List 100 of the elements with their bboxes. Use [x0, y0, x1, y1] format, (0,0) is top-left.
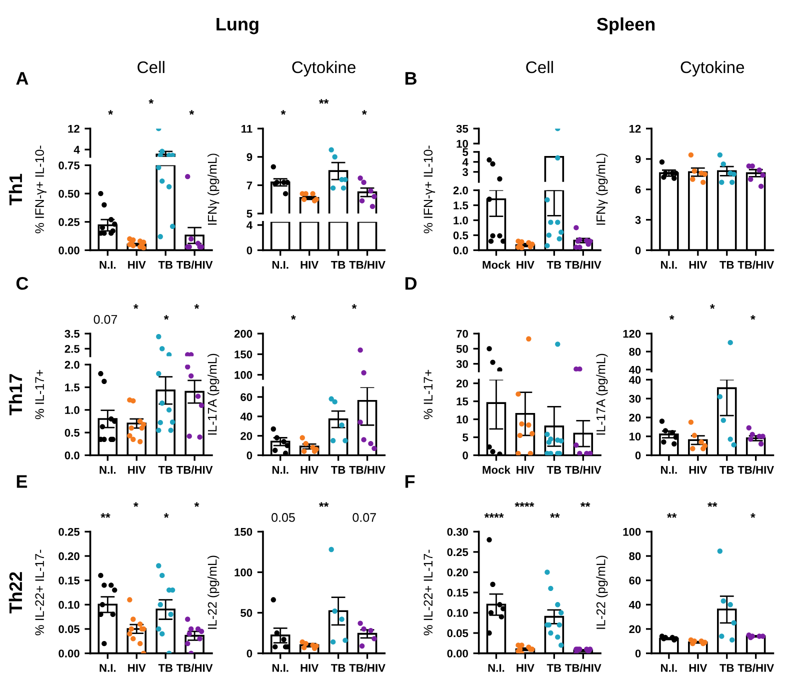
- y-tick-label: 150: [234, 528, 252, 536]
- text: **: [667, 513, 677, 518]
- y-tick-label: 80: [629, 552, 641, 560]
- y-tick-label: 10: [456, 140, 468, 148]
- text: Th1: [8, 174, 22, 206]
- y-tick-label: 3.5: [64, 330, 80, 338]
- y-tick-label: 30: [456, 360, 468, 368]
- y-axis-title: % IL-22+ IL-17-: [35, 550, 44, 636]
- y-tick-label: 0.10: [447, 609, 468, 617]
- text: *: [352, 304, 357, 309]
- x-tick-label: TB/HIV: [176, 466, 213, 474]
- y-tick-label: 1.0: [65, 406, 80, 414]
- y-tick-label: 20: [456, 380, 468, 388]
- text: Spleen: [596, 17, 655, 34]
- text: Th22: [8, 572, 22, 614]
- chart-title: Cytokine: [680, 60, 744, 76]
- y-tick-label: 120: [623, 330, 641, 338]
- text: *: [148, 99, 154, 104]
- y-tick-label: 5: [462, 148, 468, 156]
- y-tick-label: 0.10: [58, 600, 80, 609]
- x-tick-label: TB: [720, 466, 734, 474]
- text: **: [318, 99, 329, 104]
- y-tick-label: 10: [629, 432, 641, 440]
- y-tick-label: 2.0: [453, 186, 468, 194]
- y-tick-label: 200: [234, 330, 252, 338]
- text: *: [291, 315, 296, 320]
- text: *: [108, 110, 113, 115]
- y-tick-label: 60: [240, 393, 252, 402]
- y-tick-label: 15: [456, 398, 468, 406]
- x-tick-label: TB/HIV: [738, 466, 774, 474]
- y-tick-label: 2.0: [64, 360, 80, 369]
- y-tick-label: 0.00: [58, 246, 80, 254]
- y-tick-label: 30: [629, 394, 641, 403]
- x-tick-label: TB: [546, 261, 562, 269]
- y-tick-label: 0: [246, 451, 252, 460]
- y-axis-title: % IL-17+: [424, 370, 433, 420]
- y-tick-label: 0.5: [453, 231, 468, 240]
- y-tick-label: 100: [623, 528, 641, 536]
- y-tick-label: 60: [629, 576, 641, 584]
- x-tick-label: N.I.: [661, 664, 677, 672]
- y-tick-label: 0.00: [58, 650, 80, 658]
- y-tick-label: 4: [74, 146, 80, 154]
- x-tick-label: HIV: [128, 261, 146, 269]
- y-tick-label: 0.05: [58, 625, 80, 634]
- text: *: [194, 304, 200, 309]
- chart-title: Cell: [526, 60, 553, 74]
- y-axis-title: % IL-22+ IL-17-: [424, 550, 433, 636]
- y-tick-label: 5: [462, 434, 468, 442]
- y-tick-label: 0.00: [447, 650, 468, 658]
- text: *: [134, 502, 138, 507]
- y-tick-label: 20: [629, 625, 641, 634]
- y-tick-label: 0.20: [58, 552, 80, 560]
- x-tick-label: N.I.: [100, 261, 116, 269]
- y-tick-label: 0: [462, 451, 468, 460]
- text: **: [550, 513, 560, 518]
- y-axis-title: % IFN-γ+ IL-10-: [35, 146, 46, 234]
- x-tick-label: TB: [331, 466, 346, 474]
- y-axis-title: IL-17A (pg/mL): [208, 354, 220, 435]
- y-tick-label: 40: [628, 366, 641, 374]
- y-tick-label: 20: [240, 432, 252, 440]
- y-tick-label: 4: [462, 158, 468, 166]
- x-tick-label: Mock: [482, 466, 510, 474]
- x-tick-label: HIV: [689, 664, 708, 672]
- chart-title: Cytokine: [292, 60, 356, 76]
- y-axis-title: IL-22 (pg/mL): [596, 556, 608, 629]
- text: B: [405, 72, 416, 85]
- y-tick-label: 0: [635, 451, 641, 460]
- x-tick-label: TB: [546, 664, 562, 672]
- text: 0.05: [272, 513, 295, 522]
- text: *: [134, 304, 138, 309]
- text: *: [164, 513, 169, 518]
- chart-title: Cell: [138, 60, 164, 74]
- text: ****: [514, 502, 534, 507]
- y-tick-label: 80: [629, 348, 641, 356]
- text: *: [710, 304, 715, 309]
- x-tick-label: TB/HIV: [565, 466, 602, 474]
- y-tick-label: 3: [635, 216, 641, 224]
- y-tick-label: 0.20: [447, 568, 468, 576]
- x-tick-label: TB/HIV: [738, 260, 774, 269]
- y-tick-label: 50: [456, 344, 468, 353]
- x-tick-label: TB: [331, 261, 346, 269]
- x-tick-label: N.I.: [272, 261, 288, 269]
- y-axis-title: % IL-17+: [35, 370, 44, 420]
- x-tick-label: N.I.: [100, 664, 116, 672]
- x-tick-label: N.I.: [272, 664, 288, 672]
- text: *: [189, 110, 194, 115]
- x-tick-label: N.I.: [661, 261, 677, 269]
- text: *: [280, 110, 286, 115]
- text: *: [194, 502, 200, 507]
- y-tick-label: 0.15: [447, 588, 468, 597]
- x-tick-label: TB/HIV: [176, 260, 213, 269]
- text: E: [16, 475, 28, 488]
- x-tick-label: HIV: [300, 664, 319, 672]
- x-tick-label: TB/HIV: [176, 664, 213, 672]
- y-axis-title: IFNγ (pg/mL): [208, 154, 220, 225]
- x-tick-label: N.I.: [488, 664, 504, 672]
- y-tick-label: 6: [635, 186, 641, 194]
- y-tick-label: 35: [456, 124, 468, 133]
- text: **: [580, 502, 590, 507]
- y-tick-label: 0.05: [447, 629, 468, 638]
